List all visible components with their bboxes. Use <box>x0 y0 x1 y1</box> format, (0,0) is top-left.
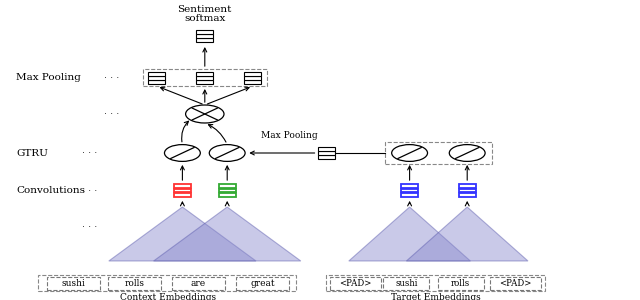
Text: Context Embeddings: Context Embeddings <box>120 292 216 300</box>
FancyBboxPatch shape <box>459 193 476 197</box>
FancyBboxPatch shape <box>196 72 213 76</box>
FancyBboxPatch shape <box>196 34 213 38</box>
FancyBboxPatch shape <box>459 188 476 193</box>
FancyBboxPatch shape <box>172 277 225 290</box>
FancyBboxPatch shape <box>174 193 191 197</box>
FancyBboxPatch shape <box>196 80 213 84</box>
FancyBboxPatch shape <box>219 188 236 193</box>
FancyBboxPatch shape <box>219 184 236 188</box>
FancyBboxPatch shape <box>244 76 261 80</box>
Text: Max Pooling: Max Pooling <box>16 74 81 82</box>
Text: <PAD>: <PAD> <box>339 279 371 288</box>
Text: sushi: sushi <box>61 279 86 288</box>
FancyBboxPatch shape <box>318 147 335 151</box>
Text: softmax: softmax <box>184 14 225 23</box>
FancyBboxPatch shape <box>196 30 213 34</box>
FancyBboxPatch shape <box>196 38 213 42</box>
Text: sushi: sushi <box>396 279 417 288</box>
Text: are: are <box>191 279 206 288</box>
FancyBboxPatch shape <box>244 72 261 76</box>
FancyBboxPatch shape <box>318 155 335 159</box>
Polygon shape <box>154 207 301 261</box>
Polygon shape <box>109 207 256 261</box>
FancyBboxPatch shape <box>148 76 165 80</box>
FancyBboxPatch shape <box>148 80 165 84</box>
FancyBboxPatch shape <box>438 277 484 290</box>
Text: · · ·: · · · <box>82 185 97 196</box>
Polygon shape <box>349 207 470 261</box>
Text: <PAD>: <PAD> <box>499 279 531 288</box>
FancyBboxPatch shape <box>383 277 429 290</box>
Text: Sentiment: Sentiment <box>178 4 232 14</box>
Text: rolls: rolls <box>451 279 470 288</box>
Text: Target Embeddings: Target Embeddings <box>391 292 481 300</box>
FancyBboxPatch shape <box>318 151 335 155</box>
FancyBboxPatch shape <box>490 277 541 290</box>
FancyBboxPatch shape <box>219 193 236 197</box>
Text: · · ·: · · · <box>104 73 120 83</box>
FancyBboxPatch shape <box>401 184 418 188</box>
FancyBboxPatch shape <box>330 277 381 290</box>
FancyBboxPatch shape <box>196 76 213 80</box>
FancyBboxPatch shape <box>244 80 261 84</box>
Polygon shape <box>406 207 528 261</box>
Text: great: great <box>250 279 275 288</box>
Text: Convolutions: Convolutions <box>16 186 85 195</box>
FancyBboxPatch shape <box>148 72 165 76</box>
FancyBboxPatch shape <box>47 277 100 290</box>
Text: Max Pooling: Max Pooling <box>261 130 318 140</box>
FancyBboxPatch shape <box>236 277 289 290</box>
Text: rolls: rolls <box>124 279 145 288</box>
FancyBboxPatch shape <box>401 188 418 193</box>
FancyBboxPatch shape <box>174 188 191 193</box>
FancyBboxPatch shape <box>401 193 418 197</box>
Text: · · ·: · · · <box>104 109 120 119</box>
Text: · · ·: · · · <box>82 221 97 232</box>
Text: GTRU: GTRU <box>16 148 48 158</box>
FancyBboxPatch shape <box>459 184 476 188</box>
FancyBboxPatch shape <box>174 184 191 188</box>
FancyBboxPatch shape <box>108 277 161 290</box>
Text: · · ·: · · · <box>82 148 97 158</box>
